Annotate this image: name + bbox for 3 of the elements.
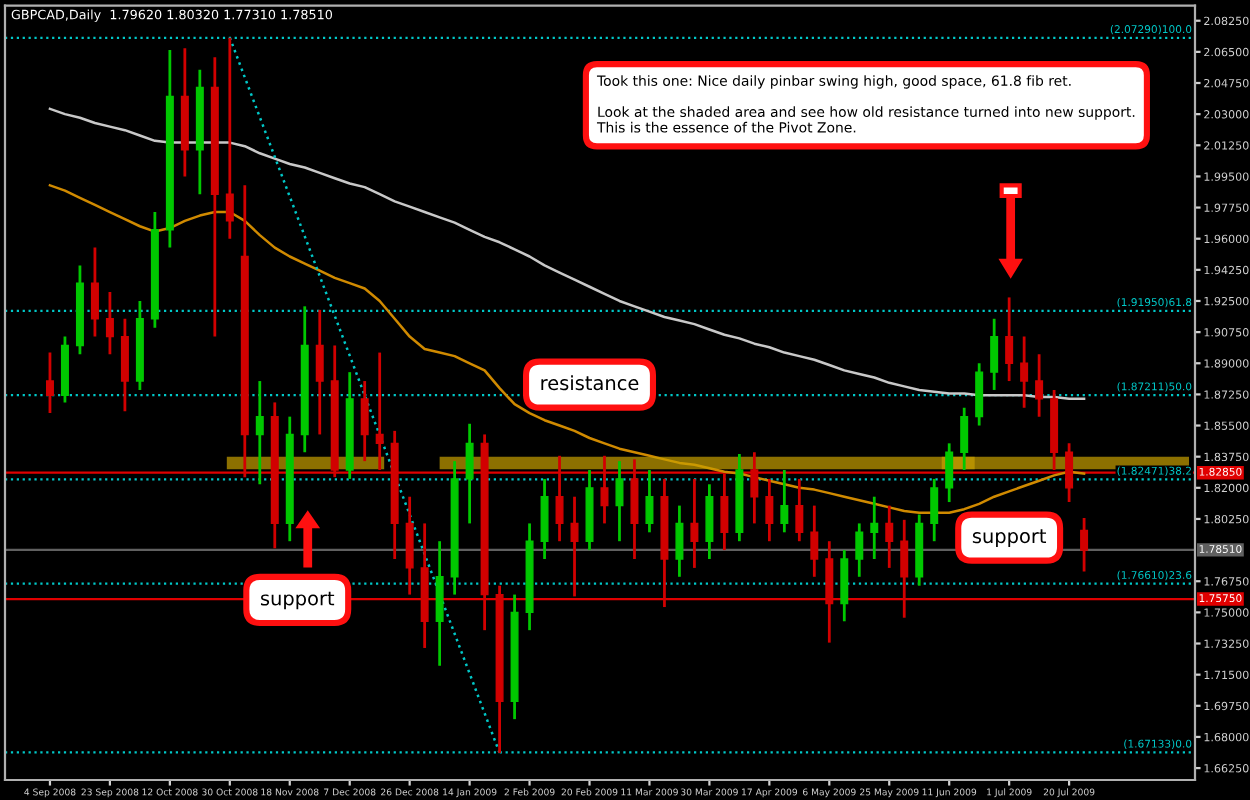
annotation: support	[972, 529, 1047, 548]
annotation: resistance	[541, 375, 639, 391]
annotation: support	[260, 591, 335, 610]
